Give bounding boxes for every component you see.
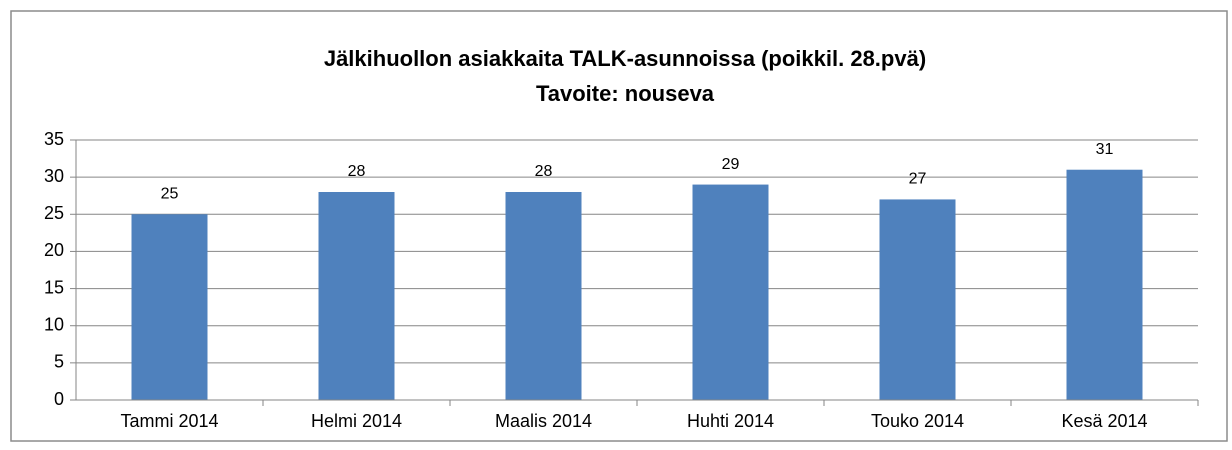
y-tick-label: 10 [44, 314, 64, 334]
x-tick-label: Tammi 2014 [120, 411, 218, 431]
x-tick-label: Huhti 2014 [687, 411, 774, 431]
data-label: 29 [722, 156, 740, 173]
y-tick-label: 35 [44, 129, 64, 149]
data-label: 31 [1096, 141, 1114, 158]
chart-title: Jälkihuollon asiakkaita TALK-asunnoissa … [324, 46, 926, 71]
y-tick-label: 25 [44, 203, 64, 223]
data-label: 28 [535, 163, 553, 180]
y-tick-label: 5 [54, 352, 64, 372]
x-tick-label: Kesä 2014 [1061, 411, 1147, 431]
x-tick-label: Touko 2014 [871, 411, 964, 431]
x-tick-label: Helmi 2014 [311, 411, 402, 431]
y-tick-label: 0 [54, 389, 64, 409]
bar [505, 192, 582, 400]
y-tick-label: 20 [44, 240, 64, 260]
bar [131, 214, 208, 400]
bar [692, 184, 769, 400]
data-label: 27 [909, 171, 927, 188]
data-label: 28 [348, 163, 366, 180]
chart-subtitle: Tavoite: nouseva [536, 81, 715, 106]
y-tick-label: 30 [44, 166, 64, 186]
data-label: 25 [161, 186, 179, 203]
bar [1066, 169, 1143, 400]
y-tick-label: 15 [44, 277, 64, 297]
bar [879, 199, 956, 400]
x-tick-label: Maalis 2014 [495, 411, 592, 431]
chart-frame [10, 10, 1228, 442]
bar [318, 192, 395, 400]
